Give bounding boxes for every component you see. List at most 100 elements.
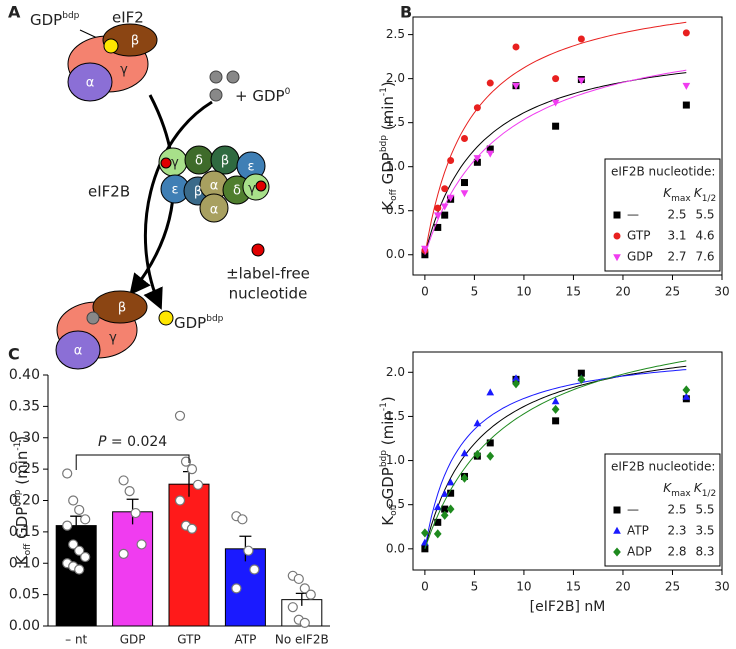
legend-label: ATP [627,524,649,538]
x-tick-label: 0 [421,580,429,594]
subunit [199,193,229,223]
point [434,223,442,231]
point [682,385,691,395]
point [460,473,469,483]
legend-header: K1/2 [694,481,716,499]
legend-title: eIF2B nucleotide: [611,460,715,474]
subunit [92,290,148,324]
legend-value: 7.6 [695,250,714,264]
point [512,82,520,90]
subunit-label: γ [171,156,179,171]
text: K [663,481,672,495]
legend-header: K1/2 [694,186,716,204]
subunit-label: β [131,34,139,49]
text: GDP [13,507,31,544]
point [577,77,586,85]
point [446,478,455,486]
legend-value: 2.3 [667,524,686,538]
subunit-label: α [74,344,83,359]
y-tick-label: 0.20 [9,493,40,509]
point [446,194,455,202]
text: bdp [379,450,389,467]
legend-marker [613,232,621,240]
data-point [174,495,186,506]
text: K [13,554,31,565]
x-tick-label: 15 [566,580,581,594]
released-label: GDPbdp [174,314,224,332]
text: ) [379,396,397,402]
x-tick-label: 25 [665,580,680,594]
text: bdp [206,314,223,324]
x-tick-label: 5 [471,580,479,594]
text: -1 [379,402,389,411]
fit-curve [424,365,687,549]
error-bar [70,515,83,536]
legend-marker [613,547,621,557]
point [473,155,482,163]
y-axis-label: Koff GDPbdp (min-1) [379,396,399,525]
data-point [118,548,129,559]
point [486,145,494,153]
point [473,158,481,166]
point [551,99,560,107]
data-point [287,602,298,613]
text: (min [13,451,31,490]
text: (min [379,96,397,135]
text: off [389,503,399,516]
data-point [124,485,135,497]
point [577,369,585,377]
x-tick-label: – nt [65,633,87,647]
data-point [174,410,186,421]
text: K [379,200,397,211]
point [486,451,495,461]
point [552,75,560,83]
bound-nucleotide [255,180,267,192]
data-point [299,583,310,594]
point [441,505,449,513]
legend-title: eIF2B nucleotide: [611,165,715,179]
point [512,43,520,51]
point [433,503,442,511]
text: GDP [379,152,397,189]
point [421,245,429,253]
point [461,135,468,143]
subunit-label: α [210,179,219,194]
text: (min [379,411,397,450]
free-ligand-label: + GDP0 [235,87,291,105]
point [421,528,429,538]
panel-label: B [400,3,412,22]
point [421,545,429,553]
point [682,392,691,400]
y-tick-label: 1.0 [386,159,405,173]
error-bar [295,592,308,606]
text: ) [379,81,397,87]
point [434,204,442,212]
legend-header: Kmax [663,481,691,499]
subunit-label: δ [233,184,241,199]
data-point [68,539,79,550]
text: max [671,194,691,204]
legend-header: Kmax [663,186,691,204]
legend-value: 2.5 [667,208,686,222]
x-tick-label: 0 [421,285,429,299]
x-axis-label: [eIF2B] nM [530,599,606,615]
x-tick-label: ATP [234,633,256,647]
y-axis-label: Koff GDPbdp (min-1) [379,81,399,210]
text: max [671,489,691,499]
subunit-label: α [210,203,219,218]
point [552,417,560,425]
data-point [305,589,316,600]
x-tick-label: 15 [566,285,581,299]
y-tick-label: 0.30 [9,430,40,446]
subunit-label: ε [171,183,178,198]
point [440,510,449,520]
legend-marker [613,211,621,219]
text: GDP [30,11,62,29]
data-point [62,468,73,479]
point [682,101,690,109]
data-point [243,545,254,556]
point [577,35,585,43]
subunit-label: γ [120,63,128,78]
legend-label: — [627,208,639,222]
bound-nucleotide [160,157,172,169]
